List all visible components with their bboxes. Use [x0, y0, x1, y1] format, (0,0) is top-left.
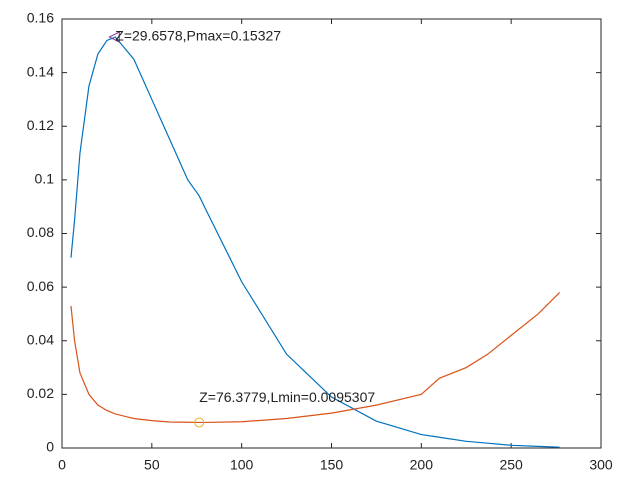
y-tick-label: 0.1 — [35, 171, 55, 187]
axes-box — [61, 18, 602, 449]
x-tick-label: 100 — [230, 457, 254, 473]
line-series — [70, 36, 560, 448]
y-tick-label: 0.16 — [27, 10, 54, 26]
x-tick-label: 300 — [589, 457, 613, 473]
y-tick-label: 0 — [46, 439, 54, 455]
x-tick-label: 0 — [58, 457, 66, 473]
y-tick-label: 0.08 — [27, 224, 54, 240]
y-tick-label: 0.14 — [27, 63, 54, 79]
marker — [108, 31, 120, 43]
y-tick-label: 0.02 — [27, 385, 54, 401]
x-tick-label: 150 — [320, 457, 344, 473]
x-tick-label: 200 — [410, 457, 434, 473]
annotation: Z=29.6578,Pmax=0.15327 — [115, 28, 281, 44]
x-tick-label: 50 — [144, 457, 160, 473]
y-tick-label: 0.04 — [27, 331, 54, 347]
annotation: Z=76.3779,Lmin=0.0095307 — [199, 389, 375, 405]
x-tick-label: 250 — [499, 457, 523, 473]
marker — [194, 417, 205, 428]
line-series — [70, 292, 561, 424]
y-tick-label: 0.06 — [27, 278, 54, 294]
y-tick-label: 0.12 — [27, 117, 54, 133]
